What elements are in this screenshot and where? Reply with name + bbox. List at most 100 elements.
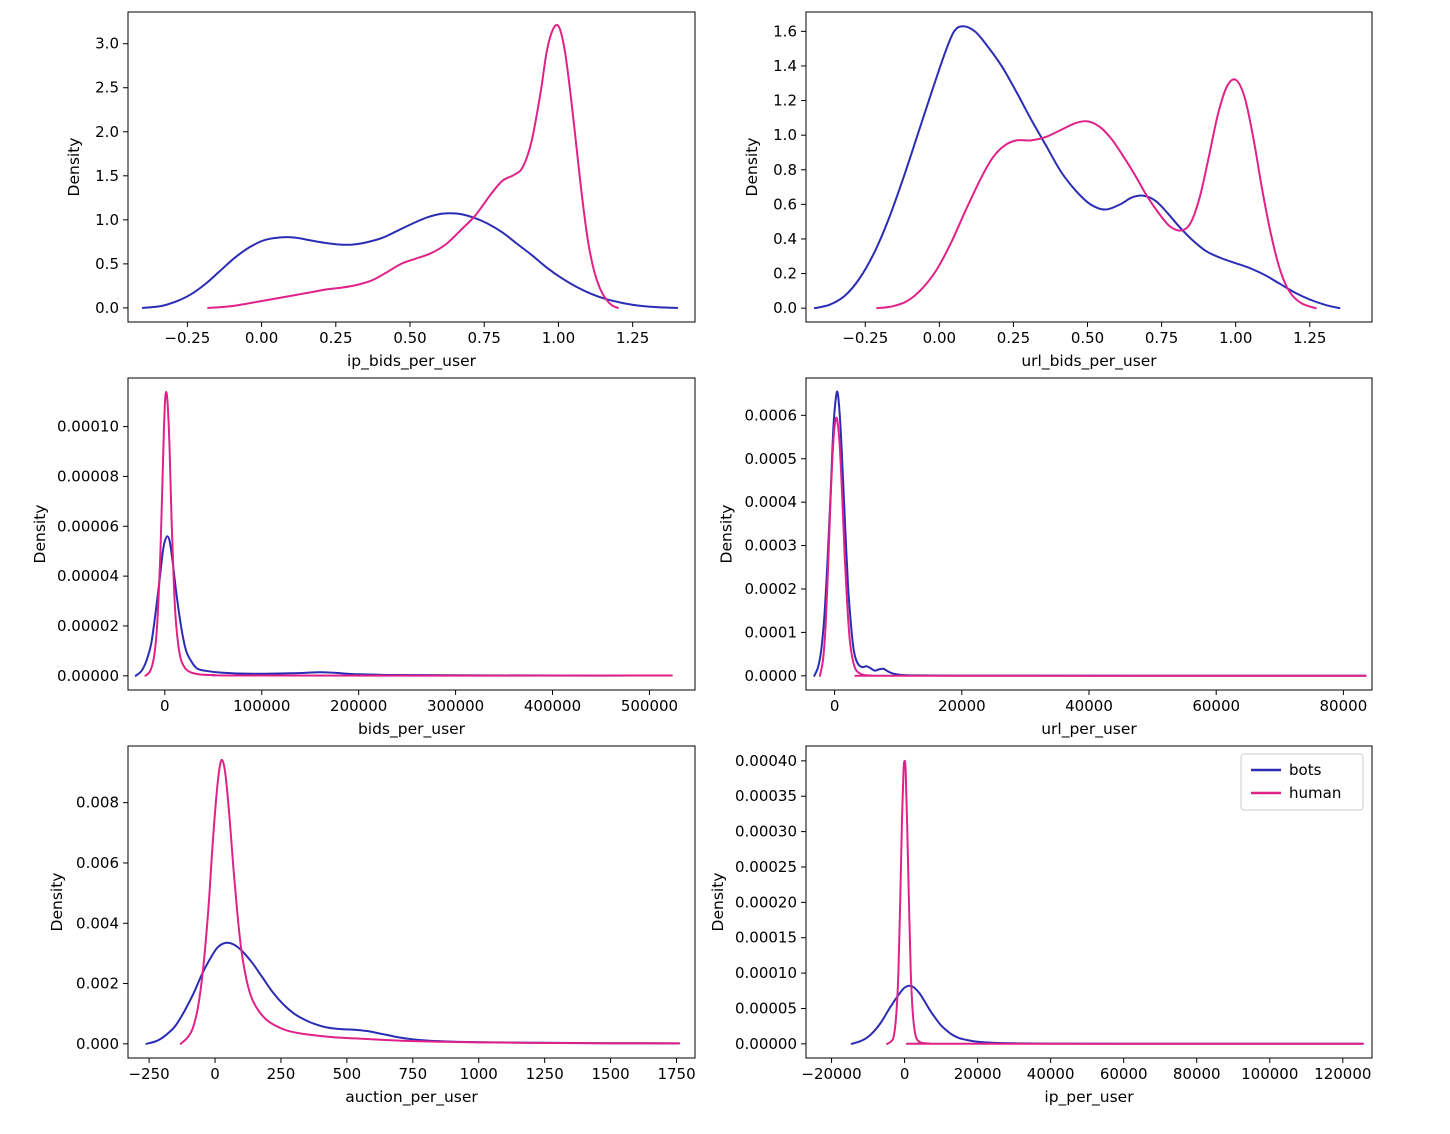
y-tick-label: 0.008: [76, 794, 119, 812]
y-tick-label: 0.00000: [735, 1035, 797, 1053]
y-tick-label: 0.006: [76, 854, 119, 872]
x-tick-label: 500: [333, 1065, 362, 1083]
y-axis-label: Density: [65, 138, 83, 197]
axes-frame: [127, 745, 696, 1059]
x-tick-label: 1.00: [542, 329, 575, 347]
x-tick-label: 60000: [1192, 697, 1240, 715]
x-tick-label: 0.00: [923, 329, 956, 347]
x-tick-label: −250: [128, 1065, 169, 1083]
y-tick-label: 0.2: [773, 265, 797, 283]
x-tick-label: 20000: [954, 1065, 1002, 1083]
y-tick-label: 0.0003: [745, 537, 798, 555]
y-tick-label: 0.004: [76, 914, 119, 932]
x-tick-label: 1.00: [1219, 329, 1252, 347]
y-tick-label: 0.00020: [735, 893, 797, 911]
y-tick-label: 0.00005: [735, 999, 797, 1017]
x-tick-label: 250: [267, 1065, 296, 1083]
x-tick-label: 0: [210, 1065, 220, 1083]
x-tick-label: 80000: [1173, 1065, 1221, 1083]
x-tick-label: 1500: [592, 1065, 630, 1083]
x-tick-label: 20000: [938, 697, 986, 715]
y-tick-label: 0.00002: [57, 617, 119, 635]
x-tick-label: 1.25: [616, 329, 649, 347]
density-curve-human: [144, 391, 673, 677]
x-tick-label: 1.25: [1293, 329, 1326, 347]
y-tick-label: 3.0: [95, 35, 119, 53]
x-tick-label: 100000: [233, 697, 290, 715]
y-axis-label: Density: [709, 873, 727, 932]
y-tick-label: 1.4: [773, 57, 797, 75]
x-tick-label: 40000: [1027, 1065, 1075, 1083]
y-tick-label: 0.0005: [745, 450, 798, 468]
x-tick-label: 1250: [526, 1065, 564, 1083]
x-tick-label: 60000: [1100, 1065, 1148, 1083]
y-tick-label: 0.5: [95, 255, 119, 273]
density-curve-human: [207, 23, 619, 309]
x-axis-label: url_bids_per_user: [1021, 352, 1157, 371]
y-tick-label: 0.0006: [745, 406, 798, 424]
x-tick-label: 80000: [1320, 697, 1368, 715]
x-axis-label: ip_per_user: [1044, 1088, 1134, 1107]
x-axis-label: auction_per_user: [345, 1088, 478, 1107]
y-tick-label: 0.4: [773, 230, 797, 248]
x-tick-label: 0.00: [245, 329, 278, 347]
y-tick-label: 0.0: [95, 299, 119, 317]
density-curve-human: [179, 758, 681, 1045]
subplot-ip-per-user: −20000 0 20000 40000 60000 80000 100000 120000 0…: [709, 745, 1373, 1107]
y-tick-label: 0.000: [76, 1035, 119, 1053]
y-tick-label: 0.00010: [57, 418, 119, 436]
x-tick-label: 100000: [1241, 1065, 1298, 1083]
x-axis-label: bids_per_user: [358, 720, 466, 739]
y-tick-label: 1.0: [95, 211, 119, 229]
y-tick-label: 0.0001: [745, 623, 798, 641]
y-tick-label: 0.0004: [745, 493, 798, 511]
axes-frame: [127, 11, 696, 323]
legend-label-human: human: [1289, 784, 1341, 802]
x-tick-label: 0: [900, 1065, 910, 1083]
y-tick-label: 0.00030: [735, 823, 797, 841]
density-curve-human: [886, 759, 1364, 1045]
x-tick-label: 0.50: [1071, 329, 1104, 347]
subplot-bids-per-user: 0 100000 200000 300000 400000 500000 0.00000 0.…: [31, 377, 696, 739]
density-curve-bots: [141, 212, 679, 309]
x-tick-label: −0.25: [164, 329, 210, 347]
x-axis-label: ip_bids_per_user: [347, 352, 477, 371]
y-axis-label: Density: [31, 505, 49, 564]
subplot-ip-bids-per-user: −0.25 0.00 0.25 0.50 0.75 1.00 1.25 0.0 0.5 1.0 1.…: [65, 11, 696, 371]
y-tick-label: 0.00040: [735, 752, 797, 770]
x-tick-label: 750: [398, 1065, 427, 1083]
x-tick-label: −20000: [801, 1065, 861, 1083]
density-curve-bots: [813, 25, 1341, 310]
x-axis-label: url_per_user: [1041, 720, 1137, 739]
x-tick-label: 0.50: [393, 329, 426, 347]
y-axis-label: Density: [48, 873, 66, 932]
legend: bots human: [1240, 753, 1364, 811]
subplot-auction-per-user: −250 0 250 500 750 1000 1250 1500 1750 0.000 0.002…: [48, 745, 696, 1107]
density-curve-human: [818, 416, 1367, 677]
axes-frame: [805, 11, 1373, 323]
y-tick-label: 1.2: [773, 92, 797, 110]
x-tick-label: 200000: [330, 697, 387, 715]
y-tick-label: 0.00025: [735, 858, 797, 876]
x-tick-label: 0: [160, 697, 170, 715]
x-tick-label: 0.25: [319, 329, 352, 347]
legend-label-bots: bots: [1289, 761, 1322, 779]
x-tick-label: 0.25: [997, 329, 1030, 347]
y-tick-label: 1.6: [773, 22, 797, 40]
x-tick-label: 500000: [621, 697, 678, 715]
y-axis-label: Density: [743, 138, 761, 197]
axes-frame: [127, 377, 696, 691]
y-tick-label: 1.5: [95, 167, 119, 185]
y-tick-label: 0.00035: [735, 787, 797, 805]
y-tick-label: 2.0: [95, 123, 119, 141]
x-tick-label: 120000: [1314, 1065, 1371, 1083]
subplot-url-bids-per-user: −0.25 0.00 0.25 0.50 0.75 1.00 1.25 0.0 0.2 0.4 0.…: [743, 11, 1373, 371]
y-tick-label: 0.0002: [745, 580, 798, 598]
x-tick-label: 0: [830, 697, 840, 715]
x-tick-label: 400000: [524, 697, 581, 715]
y-tick-label: 1.0: [773, 126, 797, 144]
y-tick-label: 0.00006: [57, 517, 119, 535]
y-tick-label: 0.00008: [57, 467, 119, 485]
